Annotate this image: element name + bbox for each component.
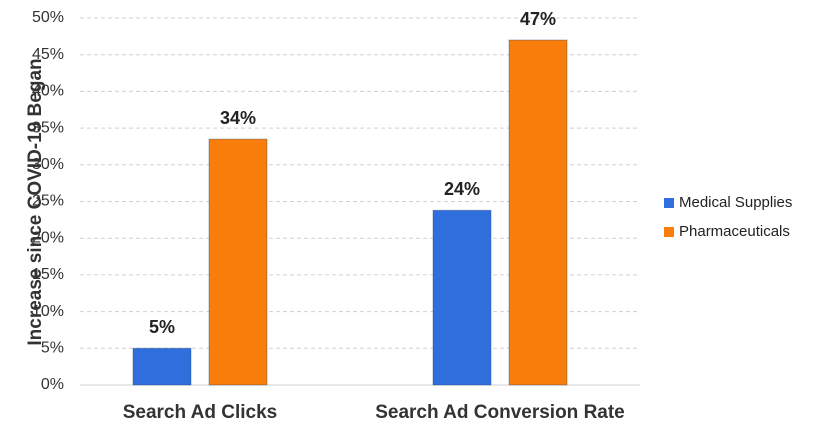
bar — [432, 209, 492, 386]
y-tick-label: 0% — [41, 376, 64, 393]
y-tick-label: 35% — [32, 119, 64, 136]
data-label: 34% — [220, 108, 256, 128]
data-label: 47% — [520, 9, 556, 29]
y-tick-label: 15% — [32, 266, 64, 283]
y-tick-label: 5% — [41, 340, 64, 357]
x-tick-label: Search Ad Clicks — [123, 402, 278, 423]
y-axis-label: Increase since COVID-19 Began — [25, 58, 46, 345]
legend-swatch — [664, 227, 674, 237]
legend-swatch — [664, 198, 674, 208]
legend-label: Medical Supplies — [679, 194, 792, 211]
bar — [208, 138, 268, 386]
y-tick-label: 45% — [32, 46, 64, 63]
x-tick-label: Search Ad Conversion Rate — [375, 402, 625, 423]
y-tick-label: 50% — [32, 9, 64, 26]
bar — [508, 39, 568, 386]
data-label: 24% — [444, 179, 480, 199]
y-tick-label: 40% — [32, 83, 64, 100]
y-tick-label: 10% — [32, 303, 64, 320]
data-label: 5% — [149, 317, 175, 337]
bar — [132, 347, 192, 386]
y-tick-label: 30% — [32, 156, 64, 173]
y-tick-label: 20% — [32, 229, 64, 246]
legend-label: Pharmaceuticals — [679, 223, 790, 240]
y-tick-label: 25% — [32, 193, 64, 210]
